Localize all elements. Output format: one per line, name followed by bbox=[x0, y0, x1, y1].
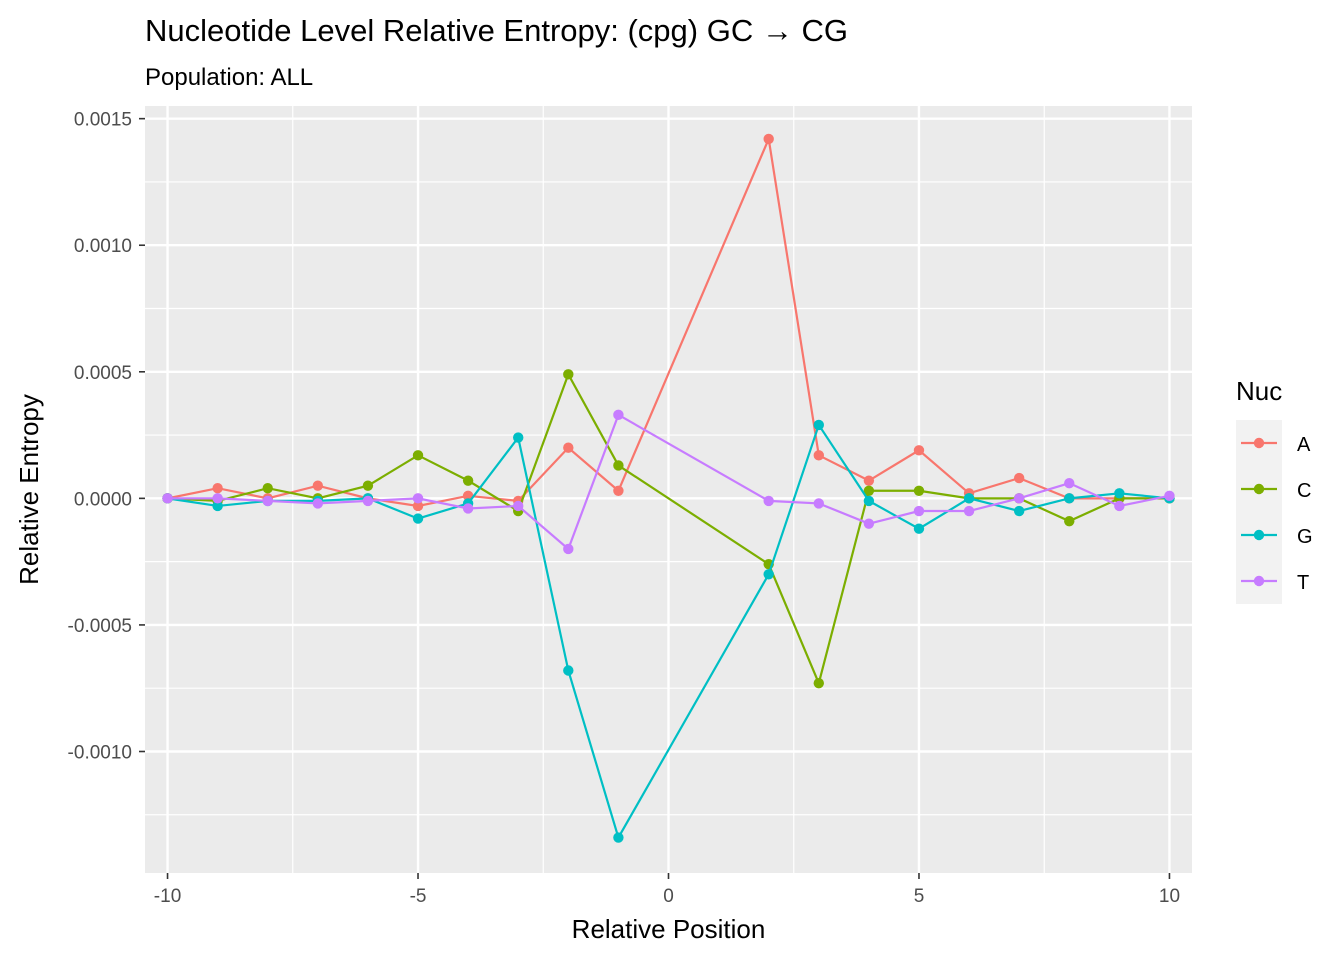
y-tick-label: 0.0000 bbox=[74, 489, 132, 510]
legend-item-A: A bbox=[1241, 434, 1311, 456]
legend-item-C: C bbox=[1241, 480, 1311, 502]
y-tick-label: -0.0010 bbox=[68, 742, 132, 763]
data-point-G bbox=[763, 569, 774, 580]
data-point-T bbox=[563, 543, 574, 555]
data-point-T bbox=[162, 493, 173, 504]
y-tick-label: 0.0010 bbox=[74, 236, 132, 257]
chart-title: Nucleotide Level Relative Entropy: (cpg)… bbox=[145, 13, 848, 48]
data-point-G bbox=[412, 513, 424, 524]
x-axis: -10 -5 0 5 10 bbox=[154, 873, 1180, 907]
series-layer bbox=[162, 133, 1175, 843]
data-point-T bbox=[513, 500, 524, 512]
data-point-A bbox=[312, 480, 324, 491]
data-point-A bbox=[913, 445, 925, 456]
data-point-A bbox=[1013, 472, 1025, 484]
data-point-T bbox=[763, 495, 774, 507]
data-point-G bbox=[563, 665, 574, 676]
y-tick-label: 0.0005 bbox=[74, 363, 132, 384]
chart-subtitle: Population: ALL bbox=[145, 64, 313, 91]
data-point-G bbox=[1013, 505, 1025, 517]
data-point-T bbox=[362, 495, 374, 507]
data-point-C bbox=[613, 460, 624, 471]
data-point-G bbox=[513, 432, 524, 443]
data-point-T bbox=[262, 495, 273, 507]
y-tick-label: 0.0015 bbox=[74, 110, 132, 131]
y-tick-label: -0.0005 bbox=[68, 616, 132, 637]
data-point-G bbox=[913, 523, 925, 534]
data-point-T bbox=[462, 503, 474, 514]
x-tick-label: 5 bbox=[914, 886, 925, 907]
data-point-C bbox=[1064, 515, 1075, 527]
legend-key-point bbox=[1253, 483, 1265, 495]
legend-label: C bbox=[1297, 480, 1311, 502]
data-point-C bbox=[863, 485, 875, 496]
data-point-G bbox=[813, 419, 824, 431]
x-axis-label: Relative Position bbox=[572, 914, 766, 944]
legend-key-point bbox=[1253, 437, 1265, 449]
data-point-A bbox=[613, 485, 624, 496]
x-tick-label: 0 bbox=[663, 886, 674, 907]
legend-label: T bbox=[1297, 572, 1309, 594]
data-point-G bbox=[1064, 493, 1075, 504]
x-tick-label: -5 bbox=[410, 886, 427, 907]
data-point-T bbox=[212, 493, 223, 504]
data-point-C bbox=[412, 450, 424, 461]
data-point-T bbox=[813, 498, 824, 509]
data-point-T bbox=[1064, 477, 1075, 489]
legend-label: A bbox=[1297, 434, 1311, 456]
data-point-C bbox=[813, 677, 824, 689]
data-point-T bbox=[613, 409, 624, 421]
legend-key-background bbox=[1236, 420, 1282, 604]
data-point-G bbox=[1114, 488, 1125, 499]
data-point-A bbox=[563, 442, 574, 453]
legend-key-point bbox=[1253, 529, 1265, 541]
data-point-A bbox=[412, 500, 424, 512]
data-point-A bbox=[863, 475, 875, 486]
x-tick-label: 10 bbox=[1159, 886, 1180, 907]
legend-title: Nuc bbox=[1236, 376, 1282, 406]
data-point-C bbox=[362, 480, 374, 491]
data-point-T bbox=[963, 505, 975, 517]
data-point-G bbox=[212, 500, 223, 512]
legend-item-T: T bbox=[1241, 572, 1309, 594]
data-point-T bbox=[312, 498, 324, 509]
data-point-C bbox=[462, 475, 474, 486]
data-point-T bbox=[1164, 490, 1175, 502]
legend: Nuc A C G T bbox=[1236, 376, 1313, 604]
data-point-G bbox=[963, 493, 975, 504]
x-tick-label: -10 bbox=[154, 886, 181, 907]
series-T bbox=[162, 409, 1175, 555]
legend-key-point bbox=[1253, 575, 1265, 587]
legend-item-G: G bbox=[1241, 526, 1313, 548]
data-point-T bbox=[1013, 493, 1025, 504]
data-point-T bbox=[863, 518, 875, 529]
y-axis-label: Relative Entropy bbox=[14, 394, 44, 585]
data-point-T bbox=[913, 505, 925, 517]
data-point-G bbox=[613, 832, 624, 843]
data-point-A bbox=[212, 483, 223, 494]
data-point-T bbox=[412, 493, 424, 504]
data-point-C bbox=[563, 369, 574, 380]
data-point-A bbox=[813, 450, 824, 461]
data-point-G bbox=[863, 495, 875, 507]
data-point-C bbox=[913, 485, 925, 496]
data-point-T bbox=[1114, 500, 1125, 512]
y-axis: -0.0010 -0.0005 0.0000 0.0005 0.0010 0.0015 bbox=[68, 110, 145, 763]
data-point-C bbox=[262, 483, 273, 494]
data-point-A bbox=[763, 133, 774, 145]
legend-label: G bbox=[1297, 526, 1313, 548]
